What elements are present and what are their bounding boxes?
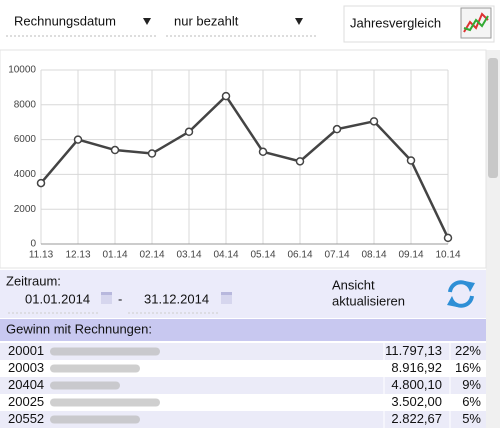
refresh-button[interactable]: Ansicht aktualisieren xyxy=(332,277,475,308)
customer-id: 20001 xyxy=(8,343,44,358)
x-tick-label: 08.14 xyxy=(361,250,386,261)
data-point xyxy=(258,147,268,157)
table-header xyxy=(0,319,486,341)
date-from[interactable]: 01.01.2014 xyxy=(25,291,90,306)
y-tick-label: 6000 xyxy=(14,134,37,145)
table-row xyxy=(0,360,486,377)
customer-id: 20404 xyxy=(8,377,44,392)
amount: 3.502,00 xyxy=(391,394,442,409)
compare-icon xyxy=(460,7,492,39)
x-tick-label: 10.14 xyxy=(435,250,460,261)
redacted-name xyxy=(50,398,160,407)
x-tick-label: 07.14 xyxy=(324,250,349,261)
share: 9% xyxy=(462,377,481,392)
date-field-dropdown[interactable]: Rechnungsdatum xyxy=(6,13,158,37)
icon-line xyxy=(463,12,489,33)
x-tick-label: 04.14 xyxy=(213,250,238,261)
customer-id: 20003 xyxy=(8,360,44,375)
x-tick-label: 01.14 xyxy=(102,250,127,261)
data-point xyxy=(369,117,379,126)
redacted-name xyxy=(50,364,140,373)
y-tick-label: 10000 xyxy=(8,65,36,76)
refresh-icon xyxy=(447,296,457,307)
table-row xyxy=(0,343,486,360)
period-label: Zeitraum: xyxy=(6,273,61,288)
y-tick-label: 0 xyxy=(30,239,36,250)
y-tick-label: 2000 xyxy=(14,204,37,215)
table-row xyxy=(0,411,486,428)
period-panel xyxy=(0,270,486,318)
data-point xyxy=(295,157,305,166)
share: 22% xyxy=(455,343,481,358)
amount: 11.797,13 xyxy=(385,343,442,358)
table-title: Gewinn mit Rechnungen: xyxy=(6,321,152,336)
x-tick-label: 03.14 xyxy=(176,250,201,261)
amount: 4.800,10 xyxy=(391,377,442,392)
table-row xyxy=(0,377,486,394)
dropdown-arrow xyxy=(143,18,151,25)
date-to[interactable]: 31.12.2014 xyxy=(144,291,209,306)
redacted-name xyxy=(50,415,140,424)
x-tick-label: 09.14 xyxy=(398,250,423,261)
amount: 2.822,67 xyxy=(391,411,442,426)
data-point xyxy=(73,135,83,144)
button-text: Ansicht xyxy=(332,277,375,292)
icon-line xyxy=(463,15,489,32)
dropdown-text: nur bezahlt xyxy=(174,13,239,28)
share: 6% xyxy=(462,394,481,409)
dropdown-text: Rechnungsdatum xyxy=(14,13,116,28)
x-tick-label: 02.14 xyxy=(139,250,164,261)
customer-id: 20552 xyxy=(8,411,44,426)
data-point xyxy=(184,127,194,137)
scrollbar-thumb[interactable] xyxy=(488,58,498,178)
data-point xyxy=(332,124,342,134)
refresh-icon xyxy=(465,281,475,292)
compare-button[interactable]: Jahresvergleich xyxy=(343,5,495,43)
data-point xyxy=(443,233,453,243)
calendar-icon[interactable] xyxy=(221,292,232,304)
data-point xyxy=(110,145,120,155)
table-row xyxy=(0,394,486,411)
data-point xyxy=(221,91,231,101)
data-point xyxy=(36,178,46,188)
x-tick-label: 11.13 xyxy=(29,250,54,261)
data-point xyxy=(147,149,157,158)
amount: 8.916,92 xyxy=(391,360,442,375)
button-text: Jahresvergleich xyxy=(350,15,441,30)
date-separator: - xyxy=(118,291,122,306)
x-tick-label: 05.14 xyxy=(250,250,275,261)
x-tick-label: 12.13 xyxy=(65,250,90,261)
chart: 0 2000 4000 6000 8000 10000 11.13 12.13 01.14 02.… xyxy=(8,65,461,261)
dropdown-arrow xyxy=(295,18,303,25)
redacted-name xyxy=(50,381,120,390)
customer-id: 20025 xyxy=(8,394,44,409)
y-tick-label: 4000 xyxy=(14,169,37,180)
data-point xyxy=(406,156,416,165)
redacted-name xyxy=(50,347,160,356)
share: 5% xyxy=(462,411,481,426)
button-text: aktualisieren xyxy=(332,293,405,308)
calendar-icon[interactable] xyxy=(101,292,112,304)
plot-area xyxy=(41,70,448,244)
x-tick-label: 06.14 xyxy=(287,250,312,261)
data-line xyxy=(40,94,450,239)
filter-dropdown[interactable]: nur bezahlt xyxy=(166,13,316,37)
table-body: 20001 11.797,13 22% 20003 8.916,92 16% 20404 4.… xyxy=(0,343,486,428)
y-tick-label: 8000 xyxy=(14,99,37,110)
share: 16% xyxy=(455,360,481,375)
